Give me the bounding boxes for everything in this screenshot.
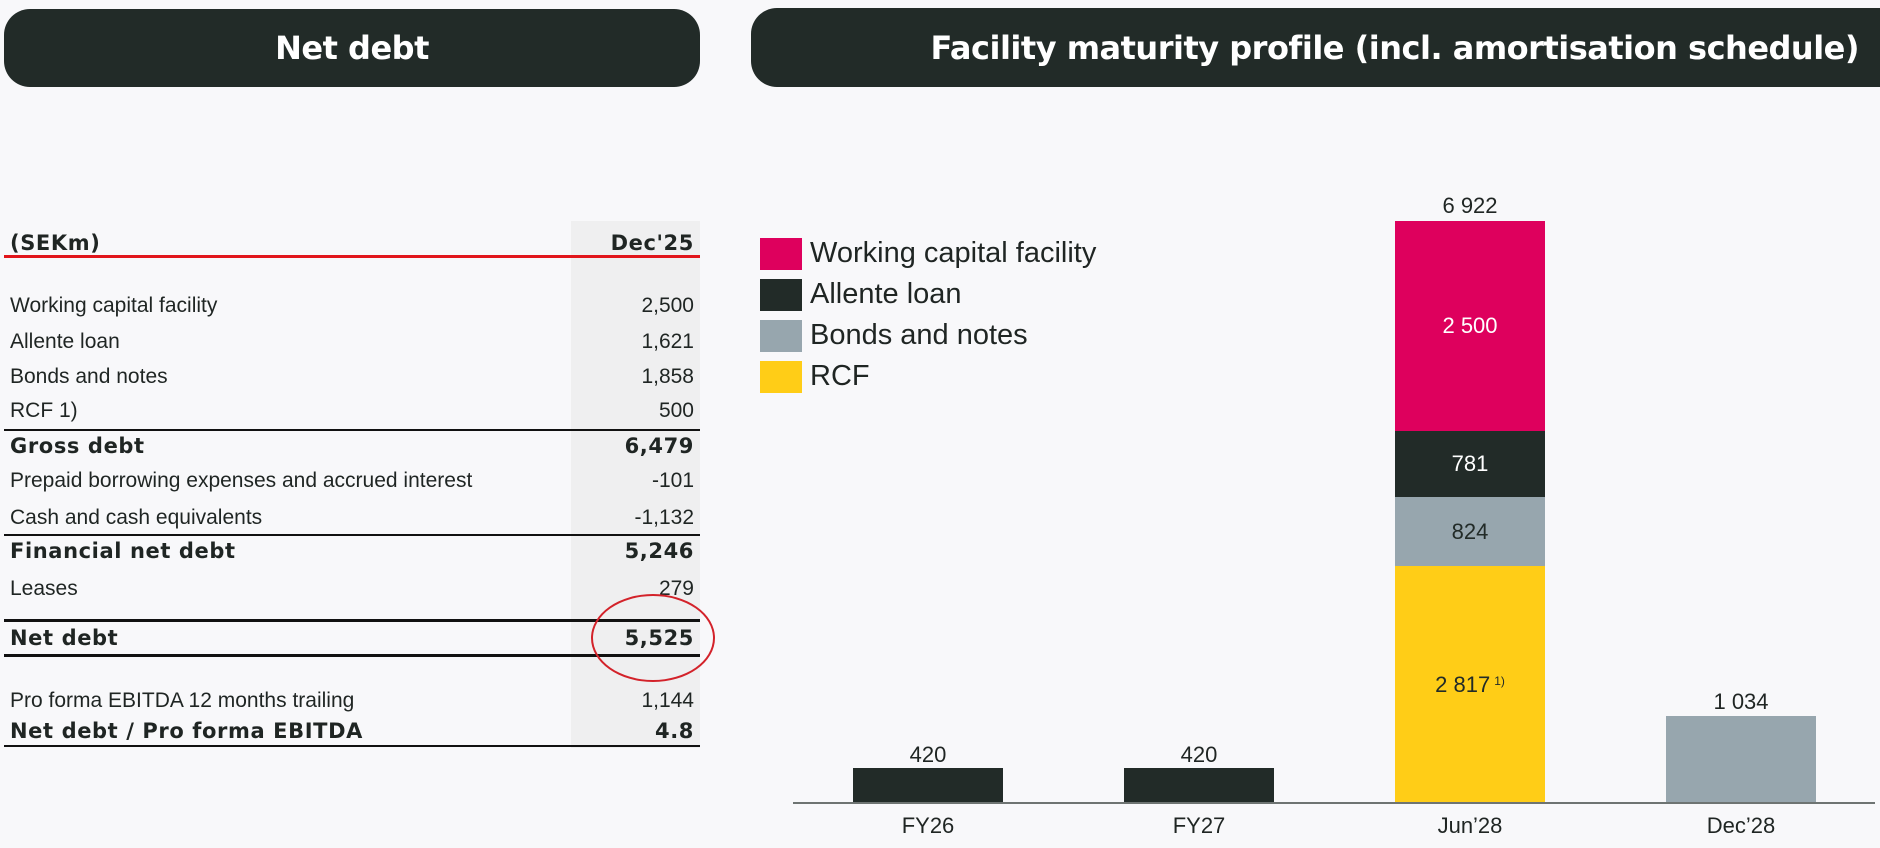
table-row: Prepaid borrowing expenses and accrued i…	[10, 465, 694, 497]
table-row-financial-net-debt: Financial net debt 5,246	[10, 535, 694, 567]
table-row: Pro forma EBITDA 12 months trailing 1,14…	[10, 685, 694, 717]
row-value: 2,500	[641, 294, 694, 317]
row-label: RCF 1)	[10, 399, 78, 422]
row-label: Allente loan	[10, 330, 120, 353]
bar-total-dec28: 1 034	[1713, 689, 1769, 714]
row-value: 5,246	[624, 539, 694, 563]
table-row-gross-debt: Gross debt 6,479	[10, 430, 694, 462]
x-label-fy27: FY27	[1172, 813, 1226, 838]
legend-label: Bonds and notes	[810, 319, 1028, 351]
segment-rcf: 2 817 1)	[1395, 566, 1545, 803]
row-label: Gross debt	[10, 434, 145, 458]
column-header-dec25: Dec'25	[610, 231, 694, 255]
divider	[4, 654, 700, 657]
chart-legend: Working capital facility Allente loan Bo…	[760, 233, 1096, 397]
legend-item: Bonds and notes	[760, 315, 1096, 356]
row-label: Net debt / Pro forma EBITDA	[10, 719, 363, 743]
highlight-circle	[591, 594, 715, 682]
footnote-marker: 1)	[1494, 673, 1505, 688]
x-axis-line	[793, 802, 1875, 804]
row-value: 4.8	[654, 719, 694, 743]
segment-label: 2 817	[1435, 671, 1491, 697]
row-value: 1,621	[641, 330, 694, 353]
table-row-leverage: Net debt / Pro forma EBITDA 4.8	[10, 715, 694, 747]
bar-total-jun28: 6 922	[1442, 193, 1498, 218]
x-label-dec28: Dec’28	[1706, 813, 1776, 838]
row-value: 1,858	[641, 365, 694, 388]
segment-working-capital: 2 500	[1395, 221, 1545, 431]
header-underline	[4, 255, 700, 258]
table-row: Bonds and notes 1,858	[10, 361, 694, 393]
x-label-fy26: FY26	[901, 813, 955, 838]
legend-label: RCF	[810, 360, 870, 392]
maturity-profile-title-text: Facility maturity profile (incl. amortis…	[930, 28, 1859, 67]
legend-swatch-working-capital	[760, 237, 802, 270]
bar-total-fy27: 420	[1180, 742, 1218, 767]
row-value: 1,144	[641, 689, 694, 712]
segment-label: 2 500	[1442, 313, 1498, 338]
segment-allente: 781	[1395, 431, 1545, 497]
divider	[4, 745, 700, 747]
unit-label: (SEKm)	[10, 231, 101, 255]
row-value: 500	[658, 399, 694, 422]
legend-swatch-allente	[760, 278, 802, 311]
divider	[4, 619, 700, 622]
bar-total-fy26: 420	[909, 742, 947, 767]
bar-dec28-bonds	[1666, 716, 1816, 803]
row-label: Pro forma EBITDA 12 months trailing	[10, 689, 355, 712]
legend-swatch-bonds	[760, 319, 802, 352]
maturity-profile-title: Facility maturity profile (incl. amortis…	[751, 8, 1880, 87]
divider	[4, 429, 700, 431]
row-label: Working capital facility	[10, 294, 218, 317]
bar-jun28: 2 500 781 824 2 817 1)	[1395, 221, 1545, 803]
net-debt-title: Net debt	[4, 9, 700, 87]
net-debt-title-text: Net debt	[275, 29, 429, 67]
legend-item: RCF	[760, 356, 1096, 397]
row-value: -101	[651, 469, 694, 492]
bar-fy26-allente	[853, 768, 1003, 803]
row-label: Bonds and notes	[10, 365, 168, 388]
table-header: (SEKm) Dec'25	[10, 227, 694, 259]
segment-label: 824	[1451, 518, 1489, 544]
bar-fy27-allente	[1124, 768, 1274, 803]
segment-bonds: 824	[1395, 497, 1545, 566]
table-row: Cash and cash equivalents -1,132	[10, 502, 694, 534]
legend-label: Allente loan	[810, 278, 962, 310]
legend-item: Working capital facility	[760, 233, 1096, 274]
row-label: Leases	[10, 577, 78, 600]
table-row: Leases 279	[10, 573, 694, 605]
legend-item: Allente loan	[760, 274, 1096, 315]
divider	[4, 534, 700, 536]
segment-label: 781	[1451, 451, 1489, 476]
row-label: Financial net debt	[10, 539, 236, 563]
row-value: 6,479	[624, 434, 694, 458]
row-label: Net debt	[10, 626, 119, 650]
table-row: RCF 1) 500	[10, 395, 694, 427]
row-value: -1,132	[634, 506, 694, 529]
row-label: Cash and cash equivalents	[10, 506, 263, 529]
table-row: Allente loan 1,621	[10, 326, 694, 358]
row-label: Prepaid borrowing expenses and accrued i…	[10, 469, 473, 492]
legend-swatch-rcf	[760, 360, 802, 393]
legend-label: Working capital facility	[810, 237, 1097, 269]
x-label-jun28: Jun’28	[1437, 813, 1503, 838]
table-row: Working capital facility 2,500	[10, 290, 694, 322]
row-value: 279	[658, 577, 694, 600]
